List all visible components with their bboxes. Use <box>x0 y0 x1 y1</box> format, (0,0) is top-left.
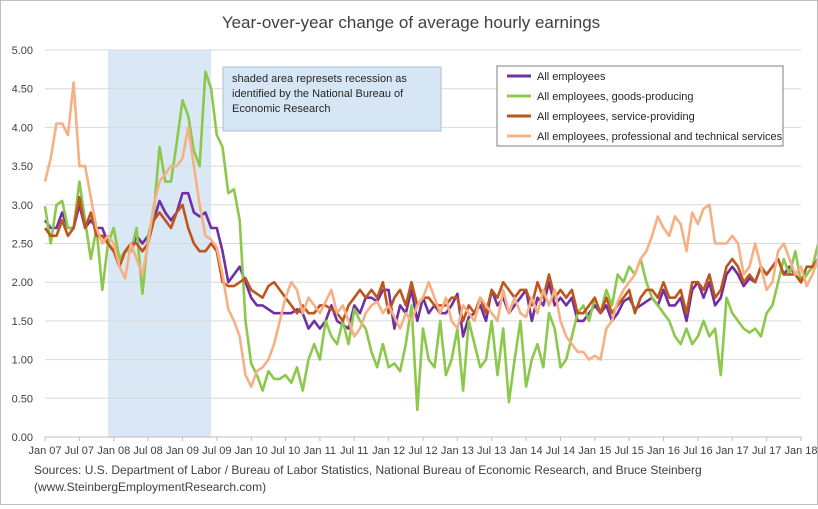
legend-label: All employees, service-providing <box>537 111 695 123</box>
x-tick-label: Jan 10 <box>235 445 268 457</box>
x-tick-label: Jan 09 <box>166 445 199 457</box>
x-tick-label: Jan 12 <box>372 445 405 457</box>
x-tick-label: Jan 18 <box>784 445 817 457</box>
y-tick-label: 0.00 <box>12 432 33 444</box>
x-tick-label: Jul 07 <box>65 445 94 457</box>
x-tick-label: Jul 09 <box>202 445 231 457</box>
legend-label: All employees, goods-producing <box>537 91 694 103</box>
x-tick-label: Jul 16 <box>683 445 712 457</box>
y-tick-label: 3.50 <box>12 161 33 173</box>
note-line-2: identified by the National Bureau of <box>232 88 404 100</box>
x-tick-label: Jan 15 <box>578 445 611 457</box>
y-tick-label: 1.00 <box>12 355 33 367</box>
note-line-1: shaded area represets recession as <box>232 73 407 85</box>
x-tick-label: Jul 12 <box>408 445 437 457</box>
x-tick-label: Jan 08 <box>97 445 130 457</box>
legend-label: All employees <box>537 71 606 83</box>
x-tick-label: Jan 14 <box>510 445 543 457</box>
x-tick-label: Jan 07 <box>28 445 61 457</box>
y-tick-label: 2.50 <box>12 239 33 251</box>
series-lines <box>43 70 818 412</box>
y-tick-label: 1.50 <box>12 316 33 328</box>
x-axis-ticks: Jan 07 Jul 07 Jan 08 Jul 08 Jan 09 Jul 09 Jan … <box>28 437 818 457</box>
legend-box <box>496 65 784 147</box>
note-box <box>222 66 442 132</box>
x-tick-label: Jan 11 <box>304 445 336 457</box>
y-tick-label: 4.50 <box>12 84 33 96</box>
source-line-2: (www.SteinbergEmploymentResearch.com) <box>34 480 266 494</box>
series-line <box>43 70 818 412</box>
y-tick-label: 4.00 <box>12 122 33 134</box>
x-tick-label: Jul 15 <box>615 445 644 457</box>
source-line-1: Sources: U.S. Department of Labor / Bure… <box>34 463 702 477</box>
x-tick-label: Jul 14 <box>546 445 575 457</box>
series-line <box>43 81 818 389</box>
y-axis-ticks: 0.00 0.50 1.00 1.50 2.00 2.50 3.00 3.50 4.00 4.50… <box>12 45 33 444</box>
y-tick-label: 3.00 <box>12 200 33 212</box>
x-tick-label: Jan 13 <box>441 445 474 457</box>
x-tick-label: Jul 10 <box>271 445 300 457</box>
x-tick-label: Jan 16 <box>647 445 680 457</box>
x-tick-label: Jul 13 <box>477 445 506 457</box>
x-tick-label: Jan 17 <box>716 445 749 457</box>
recession-note: shaded area represets recession as ident… <box>222 66 442 132</box>
y-tick-label: 2.00 <box>12 277 33 289</box>
y-tick-label: 5.00 <box>12 45 33 57</box>
legend: All employees All employees, goods-produc… <box>496 65 784 147</box>
chart-title: Year-over-year change of average hourly … <box>222 13 600 32</box>
x-tick-label: Jul 11 <box>340 445 369 457</box>
x-tick-label: Jul 17 <box>752 445 781 457</box>
y-tick-label: 0.50 <box>12 393 33 405</box>
legend-label: All employees, professional and technica… <box>537 131 783 143</box>
note-line-3: Economic Research <box>232 103 330 115</box>
x-tick-label: Jul 08 <box>133 445 162 457</box>
